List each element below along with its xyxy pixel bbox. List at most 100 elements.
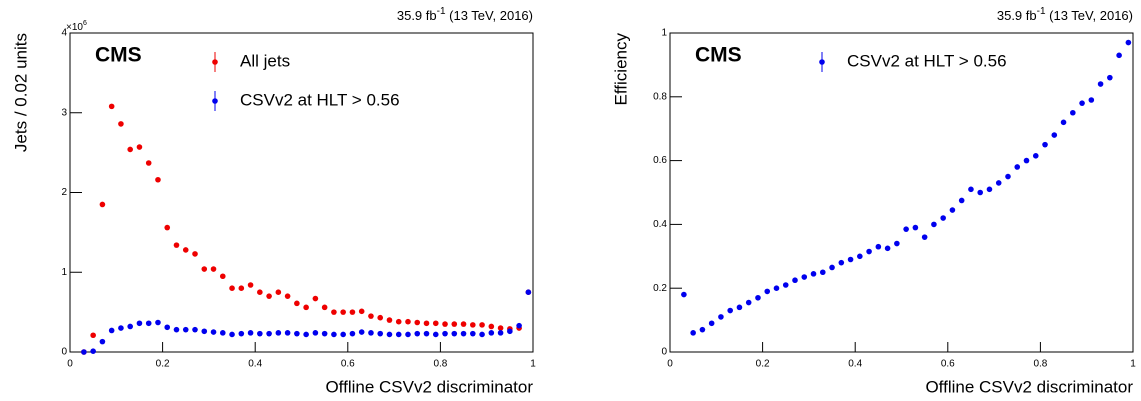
data-point <box>257 330 263 337</box>
data-point <box>875 243 882 250</box>
data-point <box>192 251 198 257</box>
data-point <box>275 289 282 295</box>
data-point <box>903 226 909 232</box>
data-point <box>1079 100 1085 106</box>
data-point <box>118 121 124 127</box>
data-point <box>894 240 900 247</box>
data-point <box>470 330 476 337</box>
x-tick-label: 0.8 <box>433 359 447 370</box>
data-point <box>432 320 439 327</box>
data-point <box>1023 157 1030 164</box>
data-point <box>173 242 180 248</box>
luminosity-energy: (13 TeV, 2016) <box>1046 8 1133 23</box>
x-tick-label: 0.6 <box>941 359 955 370</box>
data-point <box>1051 132 1058 138</box>
data-point <box>497 325 504 331</box>
data-point <box>773 285 780 292</box>
data-point <box>745 299 752 306</box>
data-point <box>764 288 771 295</box>
data-point <box>155 319 161 326</box>
data-point <box>1125 39 1132 46</box>
data-point <box>349 309 356 315</box>
data-point <box>423 330 430 337</box>
x-tick-label: 0 <box>67 359 73 370</box>
data-point <box>857 253 863 260</box>
data-point <box>405 331 411 338</box>
data-point <box>414 319 421 326</box>
data-point <box>479 322 485 328</box>
x-tick-label: 1 <box>1130 359 1136 370</box>
x-tick-label: 0.4 <box>248 359 262 370</box>
data-point <box>284 293 291 299</box>
data-point <box>90 348 96 355</box>
data-point <box>866 248 872 255</box>
y-tick-label: 0.2 <box>653 283 667 294</box>
data-point <box>145 160 152 166</box>
x-tick-label: 0.2 <box>756 359 770 370</box>
data-point <box>884 245 891 252</box>
data-point <box>1014 164 1021 170</box>
data-point <box>460 321 467 327</box>
data-point <box>386 331 393 338</box>
data-point <box>312 330 319 336</box>
x-tick-label: 0.8 <box>1033 359 1047 370</box>
data-point <box>451 321 458 327</box>
data-point <box>829 264 835 271</box>
legend-marker <box>819 59 825 65</box>
data-point <box>405 318 411 325</box>
data-point <box>986 186 993 193</box>
y-tick-label: 2 <box>61 187 67 198</box>
data-point <box>136 144 143 150</box>
y-tick-label: 0.4 <box>653 219 667 230</box>
data-point <box>488 323 495 330</box>
y-axis-label: Efficiency <box>611 33 630 106</box>
y-tick-label: 0.6 <box>653 155 667 166</box>
data-point <box>229 331 235 338</box>
data-point <box>838 259 845 266</box>
data-point <box>995 180 1002 186</box>
luminosity-unit-exponent: -1 <box>1037 6 1046 17</box>
data-point <box>238 330 245 337</box>
data-point <box>958 197 965 204</box>
luminosity-label: 35.9 fb-1 (13 TeV, 2016) <box>997 6 1133 24</box>
luminosity-value: 35.9 fb <box>397 8 437 23</box>
data-point <box>1070 109 1076 116</box>
data-point <box>377 314 384 321</box>
y-multiplier-exponent: 6 <box>83 20 87 27</box>
data-point <box>847 256 854 263</box>
x-tick-label: 0.4 <box>848 359 862 370</box>
data-point <box>247 330 254 336</box>
y-tick-label: 0 <box>61 347 67 358</box>
data-point <box>912 224 919 231</box>
data-point <box>321 304 328 311</box>
data-point <box>284 330 291 336</box>
data-point <box>238 285 245 292</box>
data-point <box>266 293 272 299</box>
data-point <box>1116 52 1122 59</box>
data-point <box>377 330 384 337</box>
data-point <box>782 282 789 288</box>
legend-label: CSVv2 at HLT > 0.56 <box>847 51 1007 70</box>
y-multiplier: ×106 <box>66 20 87 33</box>
data-point <box>921 234 928 240</box>
data-point <box>145 320 152 327</box>
data-point <box>358 329 365 335</box>
data-point <box>488 330 495 336</box>
luminosity-label: 35.9 fb-1 (13 TeV, 2016) <box>397 6 533 24</box>
data-point <box>368 330 374 336</box>
x-tick-label: 1 <box>530 359 536 370</box>
x-axis-label: Offline CSVv2 discriminator <box>325 377 533 396</box>
data-point <box>708 320 715 327</box>
x-tick-label: 0.6 <box>341 359 355 370</box>
data-point <box>275 330 282 336</box>
data-point <box>229 285 235 292</box>
data-point <box>516 322 522 329</box>
data-point <box>340 331 346 338</box>
data-point <box>755 294 761 301</box>
data-point <box>395 318 402 325</box>
data-point <box>192 326 198 333</box>
y-tick-label: 4 <box>61 28 67 39</box>
data-point <box>968 186 974 193</box>
